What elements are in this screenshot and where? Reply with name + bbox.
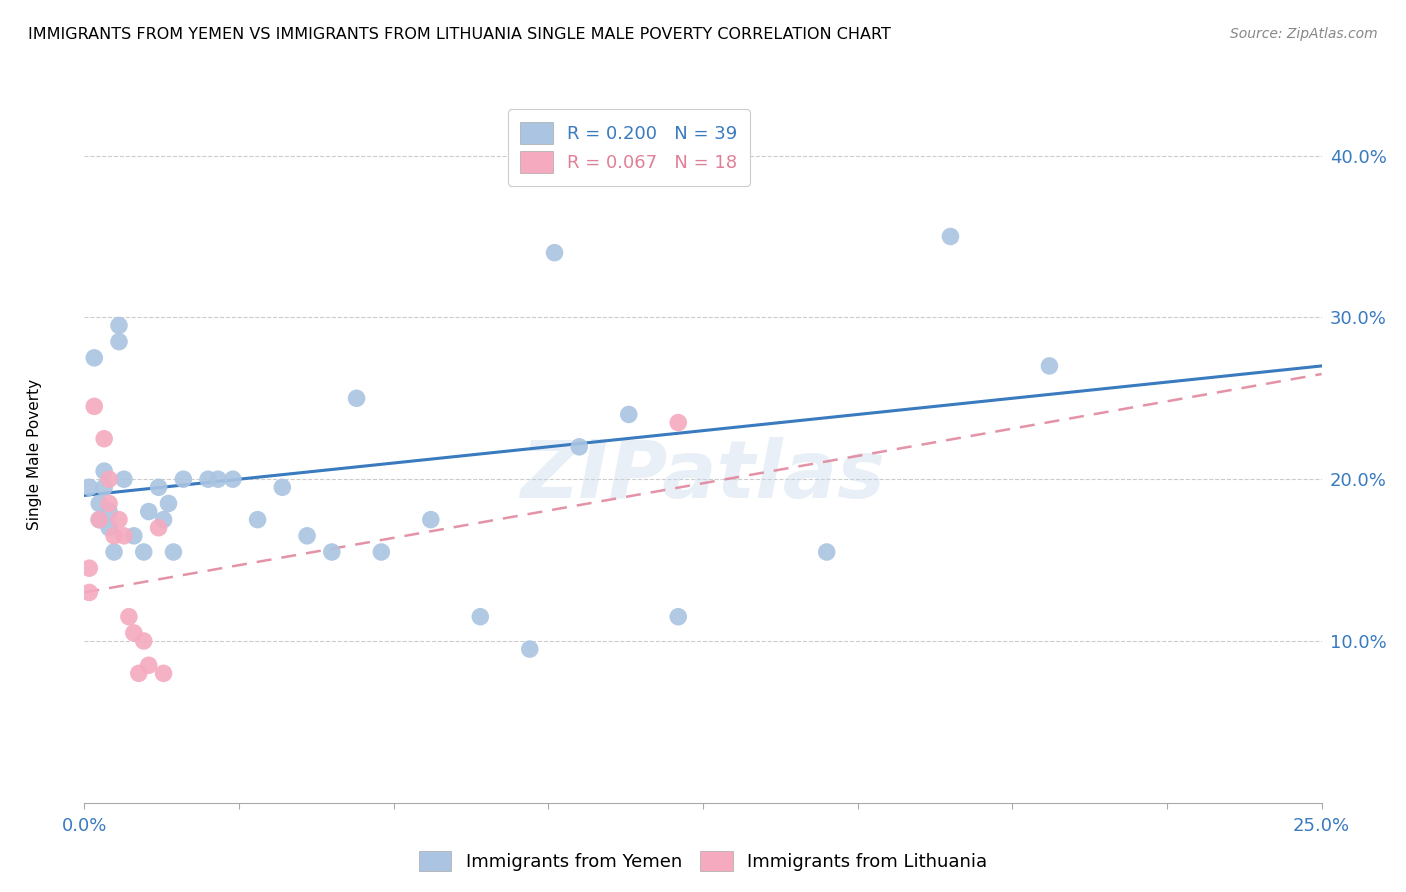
Text: ZIPatlas: ZIPatlas <box>520 437 886 515</box>
Point <box>939 229 962 244</box>
Point <box>89 496 111 510</box>
Point <box>112 472 135 486</box>
Point <box>98 504 121 518</box>
Point <box>98 496 121 510</box>
Point <box>271 480 294 494</box>
Point <box>148 480 170 494</box>
Point <box>128 666 150 681</box>
Point <box>172 472 194 486</box>
Point <box>419 513 441 527</box>
Point <box>152 513 174 527</box>
Point <box>93 480 115 494</box>
Point <box>246 513 269 527</box>
Point <box>93 464 115 478</box>
Point <box>79 480 101 494</box>
Text: Single Male Poverty: Single Male Poverty <box>27 379 42 531</box>
Legend: Immigrants from Yemen, Immigrants from Lithuania: Immigrants from Yemen, Immigrants from L… <box>412 844 994 879</box>
Point <box>157 496 180 510</box>
Point <box>162 545 184 559</box>
Point <box>321 545 343 559</box>
Point <box>89 513 111 527</box>
Point <box>132 545 155 559</box>
Point <box>222 472 245 486</box>
Point <box>152 666 174 681</box>
Point <box>103 529 125 543</box>
Point <box>132 634 155 648</box>
Point <box>148 521 170 535</box>
Point <box>207 472 229 486</box>
Point <box>122 529 145 543</box>
Point <box>83 351 105 365</box>
Point <box>1038 359 1060 373</box>
Point <box>543 245 565 260</box>
Point <box>108 334 131 349</box>
Point <box>122 626 145 640</box>
Point <box>815 545 838 559</box>
Text: Source: ZipAtlas.com: Source: ZipAtlas.com <box>1230 27 1378 41</box>
Text: IMMIGRANTS FROM YEMEN VS IMMIGRANTS FROM LITHUANIA SINGLE MALE POVERTY CORRELATI: IMMIGRANTS FROM YEMEN VS IMMIGRANTS FROM… <box>28 27 891 42</box>
Point <box>346 392 368 406</box>
Point <box>83 400 105 414</box>
Point <box>519 642 541 657</box>
Point <box>93 432 115 446</box>
Legend: R = 0.200   N = 39, R = 0.067   N = 18: R = 0.200 N = 39, R = 0.067 N = 18 <box>508 109 749 186</box>
Point <box>197 472 219 486</box>
Point <box>118 609 141 624</box>
Point <box>89 513 111 527</box>
Point <box>138 658 160 673</box>
Point <box>568 440 591 454</box>
Point <box>98 521 121 535</box>
Point <box>617 408 640 422</box>
Point <box>79 585 101 599</box>
Point <box>112 529 135 543</box>
Point <box>470 609 492 624</box>
Point <box>98 472 121 486</box>
Point <box>666 609 689 624</box>
Point <box>370 545 392 559</box>
Point <box>108 513 131 527</box>
Point <box>103 545 125 559</box>
Point <box>138 504 160 518</box>
Point <box>295 529 318 543</box>
Point <box>108 318 131 333</box>
Point <box>666 416 689 430</box>
Point <box>79 561 101 575</box>
